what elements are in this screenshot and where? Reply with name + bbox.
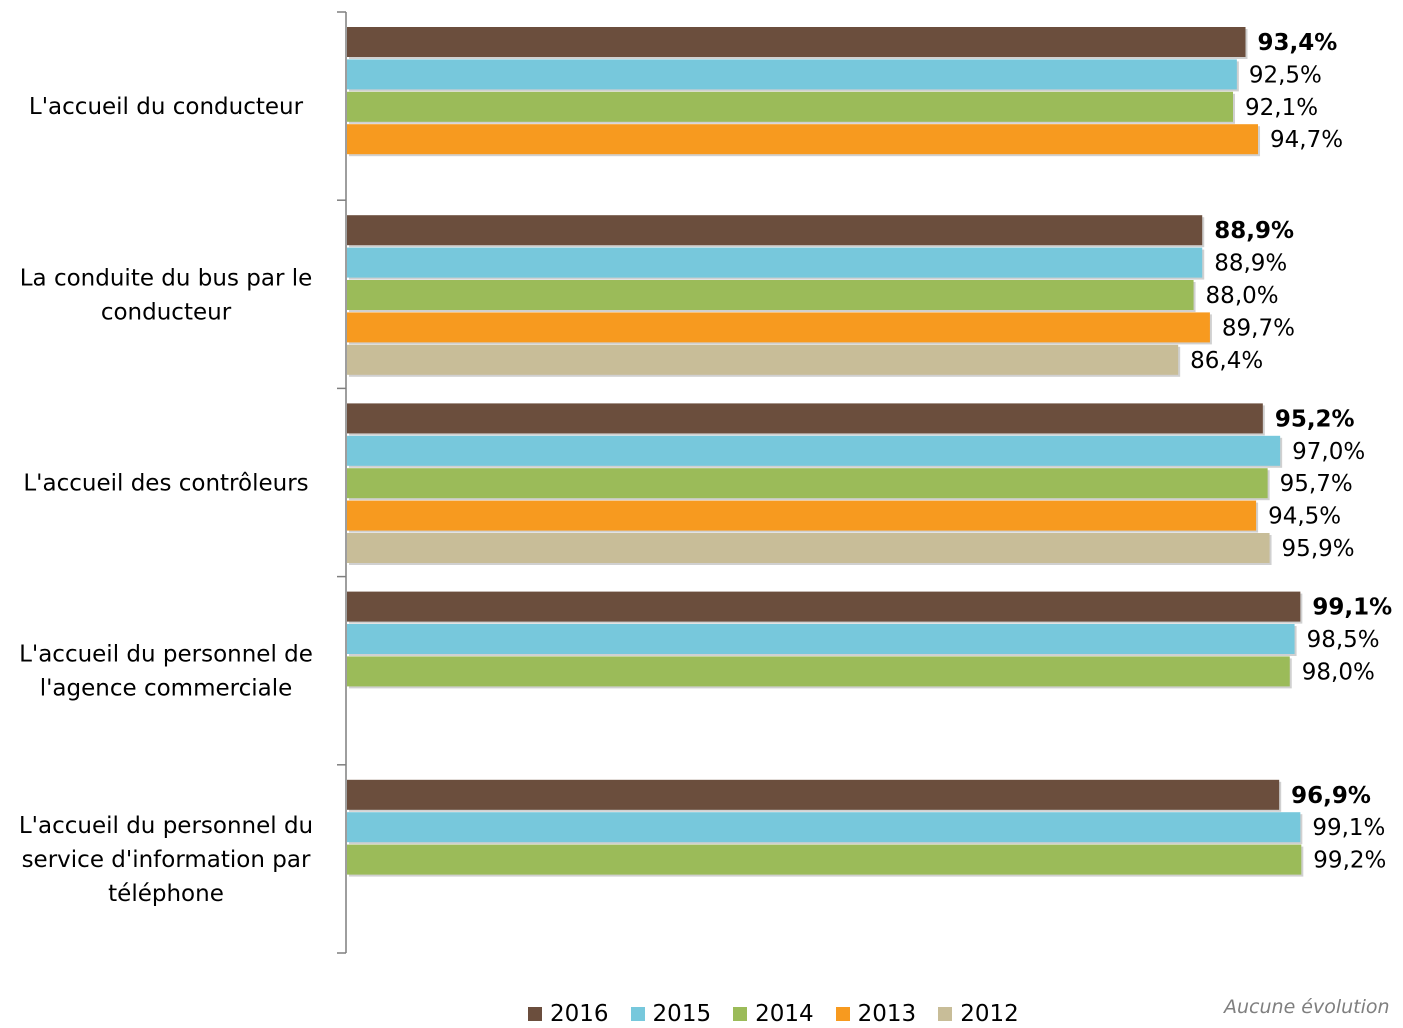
category-label-line: L'accueil du personnel du: [19, 813, 313, 839]
category-label-line: téléphone: [108, 881, 224, 907]
bar-2015: [347, 624, 1295, 654]
bar-2014: [347, 91, 1234, 122]
data-label-2013: 94,7%: [1270, 127, 1343, 153]
bar-2014: [347, 280, 1194, 310]
data-label-2015: 98,5%: [1307, 627, 1380, 653]
data-label-2014: 92,1%: [1245, 95, 1318, 121]
legend-item-2014: 2014: [733, 1001, 814, 1027]
bar-2012: [347, 344, 1179, 375]
bar-2016: [347, 403, 1263, 434]
bars: [347, 27, 1304, 877]
data-label-2015: 92,5%: [1249, 62, 1322, 88]
data-label-2014: 95,7%: [1280, 471, 1353, 497]
data-label-2014: 98,0%: [1302, 659, 1375, 685]
bar-2014: [347, 844, 1302, 875]
data-label-2012: 86,4%: [1190, 348, 1263, 374]
bar-2014: [347, 468, 1268, 499]
bar-2013: [347, 500, 1257, 531]
footnote: Aucune évolution: [1224, 996, 1390, 1018]
bar-2015: [347, 812, 1301, 843]
category-label-line: conducteur: [101, 299, 232, 325]
bar-chart: L'accueil du conducteur La conduite du bu…: [19, 11, 1392, 954]
legend-swatch: [835, 1007, 850, 1021]
bar-2013: [347, 312, 1210, 343]
data-label-2015: 88,9%: [1214, 251, 1287, 277]
bar-2014: [347, 656, 1290, 687]
data-label-2015: 97,0%: [1292, 439, 1365, 465]
category-label-line: L'accueil des contrôleurs: [23, 471, 308, 497]
data-label-2013: 94,5%: [1268, 504, 1341, 530]
data-label-2014: 88,0%: [1206, 283, 1279, 309]
legend-label: 2014: [755, 1001, 814, 1027]
category-labels: L'accueil du conducteur La conduite du bu…: [19, 94, 313, 907]
legend-label: 2015: [652, 1001, 712, 1027]
legend-label: 2016: [550, 1001, 609, 1027]
legend: 2016 2015 2014 2013 2012: [528, 1000, 1019, 1028]
legend-label: 2013: [857, 1001, 917, 1027]
legend-swatch: [528, 1007, 542, 1021]
y-axis: [337, 11, 347, 954]
data-label-2013: 89,7%: [1222, 315, 1295, 341]
category-label-line: l'agence commerciale: [40, 676, 293, 702]
bar-2016: [347, 215, 1203, 246]
bar-2016: [347, 779, 1280, 810]
data-label-2016: 99,1%: [1312, 595, 1392, 621]
bar-2016: [347, 27, 1246, 57]
category-label: La conduite du bus par le conducteur: [20, 265, 313, 325]
legend-swatch: [630, 1007, 645, 1021]
data-label-2016: 96,9%: [1291, 783, 1371, 809]
data-label-2016: 95,2%: [1275, 406, 1355, 432]
data-label-2015: 99,1%: [1312, 815, 1385, 841]
category-label-line: La conduite du bus par le: [20, 265, 313, 291]
bar-2015: [347, 247, 1203, 278]
legend-item-2015: 2015: [630, 1001, 712, 1027]
category-label-line: L'accueil du conducteur: [29, 94, 304, 120]
legend-item-2013: 2013: [835, 1001, 917, 1027]
data-label-2016: 88,9%: [1214, 218, 1294, 244]
category-label: L'accueil du personnel de l'agence commer…: [19, 642, 313, 702]
bar-2016: [347, 591, 1301, 622]
category-label: L'accueil du conducteur: [29, 94, 304, 120]
category-label: L'accueil du personnel du service d'infor…: [19, 813, 313, 907]
data-label-2014: 99,2%: [1313, 848, 1386, 874]
data-label-2012: 95,9%: [1282, 536, 1355, 562]
data-labels: 93,4% 92,5% 92,1% 94,7% 88,9% 88,9% 88,0% 89,7%…: [1190, 30, 1392, 874]
category-label-line: L'accueil du personnel de: [19, 642, 313, 668]
legend-item-2012: 2012: [938, 1001, 1019, 1027]
category-label-line: service d'information par: [22, 847, 311, 873]
data-label-2016: 93,4%: [1258, 30, 1338, 56]
bar-2013: [347, 124, 1259, 155]
legend-label: 2012: [960, 1001, 1019, 1027]
bar-2015: [347, 59, 1237, 90]
category-label: L'accueil des contrôleurs: [23, 471, 308, 497]
legend-item-2016: 2016: [528, 1001, 609, 1027]
bar-2015: [347, 435, 1281, 466]
bar-2012: [347, 533, 1270, 563]
legend-swatch: [938, 1007, 953, 1021]
legend-swatch: [733, 1007, 748, 1021]
